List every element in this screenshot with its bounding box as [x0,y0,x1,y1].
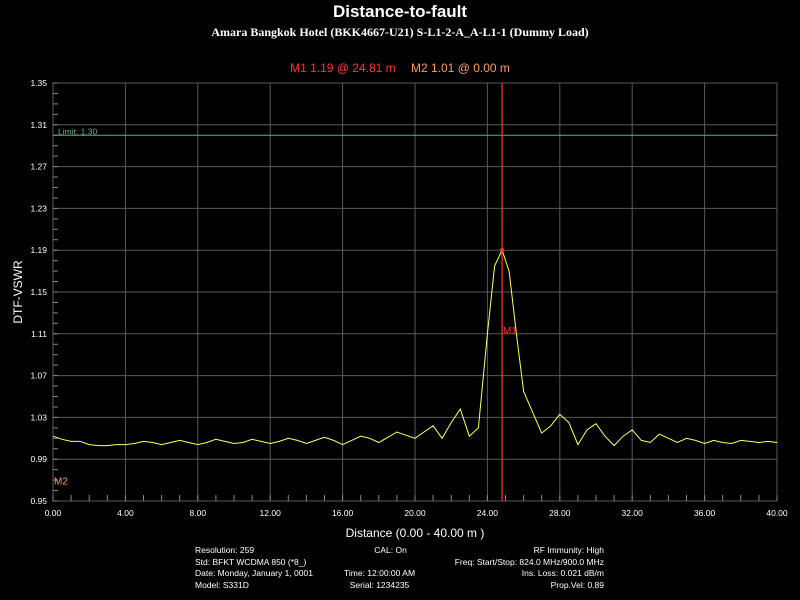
y-tick-label: 0.99 [30,454,47,464]
cal-text: CAL: On [374,545,407,555]
y-tick-label: 1.03 [30,412,47,422]
y-tick-label: 1.23 [30,203,47,213]
marker1-label: M1 [503,326,517,337]
model-text: Model: S331D [195,580,249,591]
y-tick-label: 1.15 [30,287,47,297]
x-tick-label: 8.00 [190,508,207,518]
y-tick-label: 1.35 [30,78,47,88]
marker1-readout: M1 1.19 @ 24.81 m [290,61,396,75]
std-text: Std: BFKT WCDMA 850 (*8_) [195,556,307,567]
prop-vel-text: Prop.Vel: 0.89 [550,580,604,591]
spacer [344,557,415,569]
y-tick-label: 1.07 [30,371,47,381]
x-axis-label: Distance (0.00 - 40.00 m ) [346,526,485,540]
x-tick-label: 4.00 [117,508,134,518]
info-left: Resolution: 259 Std: BFKT WCDMA 850 (*8_… [195,545,313,592]
time-text: Time: 12:00:00 AM [344,568,416,579]
y-tick-label: 1.11 [31,329,47,339]
chart-subtitle: Amara Bangkok Hotel (BKK4667-U21) S-L1-2… [211,25,589,39]
serial-text: Serial: 1234235 [349,580,410,591]
marker2-label: M2 [54,476,68,487]
limit-label: Limit: 1.30 [58,126,97,136]
rf-immunity-text: RF Immunity: High [533,545,604,555]
vswr-trace [52,248,778,447]
y-tick-label: 0.95 [30,496,47,506]
x-tick-label: 12.00 [260,508,282,518]
axis-ticks [52,82,778,502]
x-tick-label: 36.00 [694,508,716,518]
y-tick-label: 1.27 [30,162,47,172]
x-tick-label: 24.00 [477,508,499,518]
grid [52,82,778,502]
y-tick-label: 1.31 [30,120,47,130]
resolution-text: Resolution: 259 [195,545,255,555]
ins-loss-text: Ins. Loss: 0.021 dB/m [521,568,604,579]
x-tick-label: 0.00 [45,508,62,518]
x-tick-label: 16.00 [332,508,354,518]
y-axis-label: DTF-VSWR [11,260,25,324]
y-tick-label: 1.19 [30,245,47,255]
marker2-readout: M2 1.01 @ 0.00 m [411,61,510,75]
y-tick-labels: 0.95 0.99 1.03 1.07 1.11 1.15 1.19 1.23 1.27 1.31… [30,78,47,506]
x-tick-label: 28.00 [549,508,571,518]
marker-readouts: M1 1.19 @ 24.81 m M2 1.01 @ 0.00 m [0,61,800,75]
freq-text: Freq: Start/Stop: 824.0 MHz/900.0 MHz [454,556,604,567]
info-right: RF Immunity: High Freq: Start/Stop: 824.… [440,545,604,592]
chart-title: Distance-to-fault [332,2,468,21]
x-tick-label: 40.00 [766,508,788,518]
date-text: Date: Monday, January 1, 0001 [195,568,313,579]
x-tick-label: 32.00 [622,508,644,518]
marker1-point[interactable] [499,248,505,253]
x-tick-labels: 0.00 4.00 8.00 12.00 16.00 20.00 24.00 28.00 32.… [45,508,788,518]
x-tick-label: 20.00 [404,508,426,518]
info-middle: CAL: On Time: 12:00:00 AM Serial: 123423… [344,545,415,592]
